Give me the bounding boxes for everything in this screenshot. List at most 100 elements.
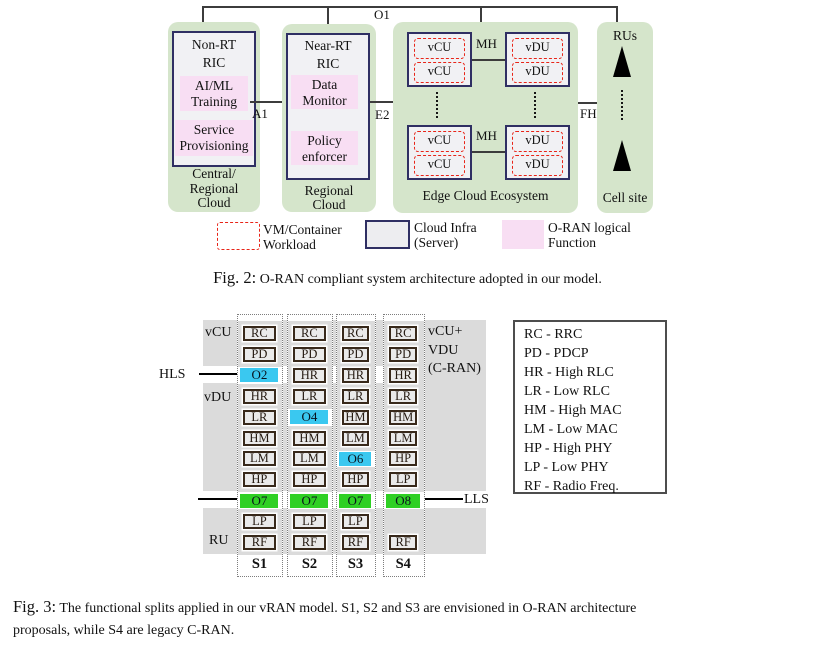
hls-line [199,373,237,375]
legend-swatch-cloud-infra [365,220,410,249]
function-box-rc: RC [388,326,418,341]
legend-line: HM - High MAC [524,403,622,418]
function-box-rf: RF [388,535,418,550]
function-box-lr: LR [341,388,369,404]
split-column-s3: RC PD HR LR HM LM O6 HP O7 LP RF S3 [336,314,376,577]
function-box-rc: RC [242,326,276,341]
legend-line: RC - RRC [524,327,583,342]
function-box-hp: HP [292,472,326,488]
a1-label: A1 [252,106,268,121]
function-box-lm: LM [242,451,276,467]
o1-drop-edge [480,6,482,22]
workload-chip-vdu: vDU [512,155,563,176]
vcu-side-label: vCU [205,325,232,340]
near-rt-ric-title: Near-RT RIC [304,38,352,71]
function-box-rc: RC [341,326,369,341]
legend-label-oran-function: O-RAN logical Function [548,220,631,250]
legend-line: RF - Radio Freq. [524,479,619,494]
function-box-pd: PD [292,346,326,362]
legend-line: LM - Low MAC [524,422,618,437]
lls-label: LLS [464,492,489,507]
legend-line: PD - PDCP [524,346,589,361]
function-box-lm: LM [292,451,326,467]
legend-line: HR - High RLC [524,365,614,380]
workload-chip-vcu: vCU [414,131,465,152]
legend-label-cloud-infra: Cloud Infra (Server) [414,220,477,250]
split-marker-o6: O6 [339,451,372,466]
function-box-lm: LM [341,430,369,446]
function-box-hp: HP [341,472,369,488]
figure-2-caption: Fig. 2: O-RAN compliant system architect… [0,268,815,288]
figure-3-caption-text1: The functional splits applied in our vRA… [59,601,637,616]
edge-server: vDU vDU [505,125,570,180]
o1-drop-regional [327,6,329,24]
o1-drop-central [202,6,204,22]
split-marker-o7: O7 [339,493,372,508]
a1-line [250,101,288,103]
figure-3-caption-line1: Fig. 3: The functional splits applied in… [13,596,805,620]
workload-chip-vcu: vCU [414,38,465,59]
function-box-hr: HR [242,388,276,404]
mh-top-label: MH [476,36,497,51]
workload-chip-vdu: vDU [512,131,563,152]
function-box-hm: HM [341,409,369,425]
workload-chip-vdu: vDU [512,62,563,83]
policy-enforcer-function: Policy enforcer [291,131,358,165]
legend-line: LR - Low RLC [524,384,610,399]
workload-chip-vcu: vCU [414,155,465,176]
figure-3-caption: Fig. 3: The functional splits applied in… [13,596,805,642]
o1-drop-cellsite [616,6,618,22]
function-box-hm: HM [242,430,276,446]
function-box-hr: HR [341,367,369,383]
lls-line-right [425,498,463,500]
data-monitor-function: Data Monitor [291,75,358,109]
mh-bottom-line [472,151,505,153]
ru-side-label: RU [209,533,229,548]
split-column-label: S4 [395,555,411,572]
cran-right-label: vCU+ VDU (C-RAN) [428,324,481,377]
edge-cloud-label: Edge Cloud Ecosystem [422,188,549,203]
mh-bottom-label: MH [476,128,497,143]
split-column-label: S1 [251,555,268,572]
e2-line [370,101,393,103]
workload-chip-vcu: vCU [414,62,465,83]
edge-server: vDU vDU [505,32,570,87]
function-box-lp: LP [242,514,276,530]
function-box-lp: LP [388,472,418,488]
legend-line: HP - High PHY [524,441,613,456]
fh-label: FH [580,106,597,121]
fh-line [578,102,597,104]
non-rt-ric-title: Non-RT RIC [191,37,237,70]
antenna-icon [613,46,631,77]
function-box-hp: HP [388,451,418,467]
function-box-rf: RF [242,535,276,550]
split-marker-o2: O2 [240,368,279,383]
cell-site-label: Cell site [602,190,648,205]
figure-2-caption-text: O-RAN compliant system architecture adop… [259,272,602,287]
function-box-lr: LR [292,388,326,404]
function-box-lr: LR [388,388,418,404]
column-shade [337,321,375,451]
function-box-pd: PD [388,346,418,362]
legend-label-vm-workload: VM/Container Workload [263,222,342,252]
mh-top-line [472,59,505,61]
function-box-pd: PD [242,346,276,362]
function-box-hm: HM [292,430,326,446]
antenna-icon [613,140,631,171]
figure-2-caption-prefix: Fig. 2: [213,268,257,287]
function-box-hp: HP [242,472,276,488]
split-marker-o7: O7 [290,493,329,508]
split-marker-o8: O8 [386,493,420,508]
function-box-lp: LP [292,514,326,530]
split-column-label: S3 [347,555,364,572]
e2-label: E2 [375,107,390,122]
central-cloud-label: Central/Regional Cloud [189,166,239,210]
legend-line: LP - Low PHY [524,460,609,475]
hls-label: HLS [159,367,186,382]
vdu-side-label: vDU [204,390,232,405]
service-provisioning-function: Service Provisioning [175,120,253,156]
split-column-s4: RC PD HR LR HM LM HP LP O8 RF S4 [383,314,425,577]
function-box-rc: RC [292,326,326,341]
o1-bus-line [202,6,618,8]
lls-line-left [198,498,237,500]
